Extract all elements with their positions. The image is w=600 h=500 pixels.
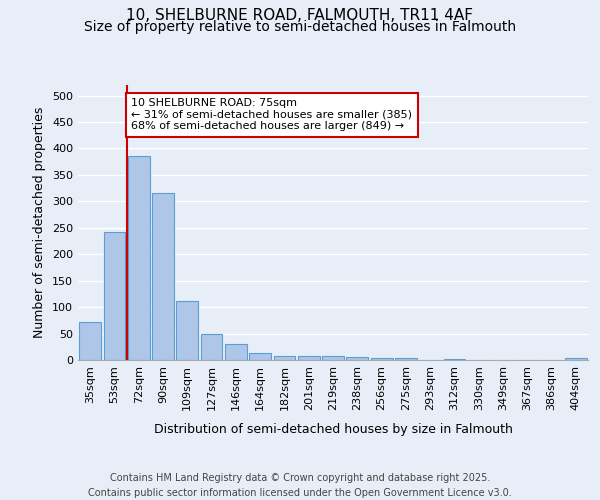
Bar <box>79 322 101 360</box>
Bar <box>225 344 247 360</box>
Bar <box>128 156 149 360</box>
Text: Contains HM Land Registry data © Crown copyright and database right 2025.
Contai: Contains HM Land Registry data © Crown c… <box>88 472 512 498</box>
Bar <box>200 334 223 360</box>
Bar <box>152 194 174 360</box>
Bar <box>346 358 368 360</box>
Bar <box>298 356 320 360</box>
Bar <box>371 358 392 360</box>
Bar <box>176 301 198 360</box>
Y-axis label: Number of semi-detached properties: Number of semi-detached properties <box>34 107 46 338</box>
Text: Distribution of semi-detached houses by size in Falmouth: Distribution of semi-detached houses by … <box>154 422 512 436</box>
Bar <box>395 358 417 360</box>
Bar <box>104 232 125 360</box>
Text: Size of property relative to semi-detached houses in Falmouth: Size of property relative to semi-detach… <box>84 20 516 34</box>
Bar <box>274 356 295 360</box>
Bar <box>565 358 587 360</box>
Bar <box>322 356 344 360</box>
Text: 10, SHELBURNE ROAD, FALMOUTH, TR11 4AF: 10, SHELBURNE ROAD, FALMOUTH, TR11 4AF <box>127 8 473 22</box>
Text: 10 SHELBURNE ROAD: 75sqm
← 31% of semi-detached houses are smaller (385)
68% of : 10 SHELBURNE ROAD: 75sqm ← 31% of semi-d… <box>131 98 412 132</box>
Bar <box>443 359 466 360</box>
Bar <box>249 353 271 360</box>
